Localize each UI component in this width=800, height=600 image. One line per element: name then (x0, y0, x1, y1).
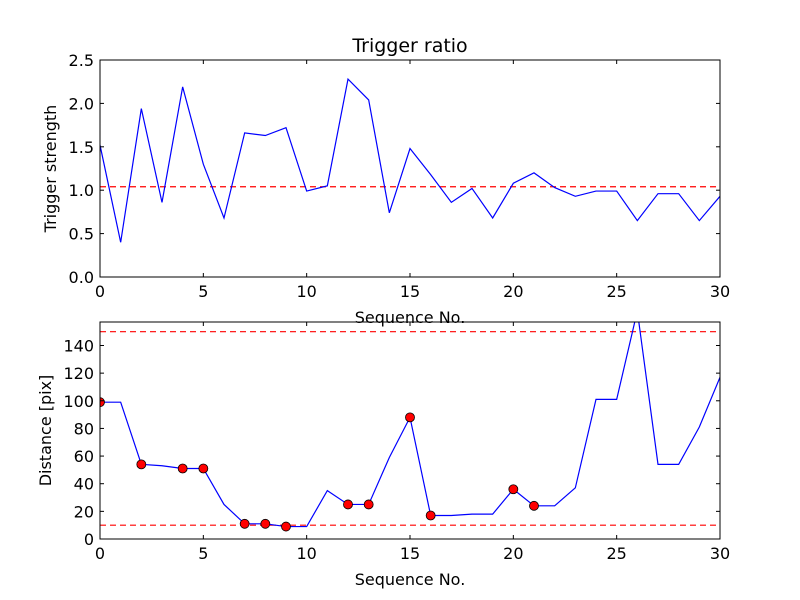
x-tick-label: 25 (606, 282, 626, 301)
x-tick-label: 20 (503, 544, 523, 563)
x-axis-label: Sequence No. (355, 570, 466, 589)
y-tick-label: 20 (74, 502, 94, 521)
x-tick-label: 15 (400, 544, 420, 563)
series-line-0 (100, 77, 720, 243)
data-point (100, 397, 105, 408)
y-tick-label: 1.0 (69, 181, 94, 200)
x-tick-label: 20 (503, 282, 523, 301)
y-tick-label: 0 (84, 530, 94, 549)
data-point (281, 521, 291, 532)
y-tick-label: 2.5 (69, 51, 94, 70)
y-tick-label: 60 (74, 447, 94, 466)
y-tick-label: 40 (74, 475, 94, 494)
y-tick-label: 2.0 (69, 94, 94, 113)
x-tick-label: 10 (296, 282, 316, 301)
data-point (363, 499, 374, 510)
y-tick-label: 140 (63, 336, 94, 355)
x-tick-label: 0 (95, 282, 105, 301)
x-tick-label: 15 (400, 282, 420, 301)
x-tick-label: 0 (95, 544, 105, 563)
data-point (239, 518, 250, 529)
y-tick-label: 0.5 (69, 225, 94, 244)
x-tick-label: 5 (198, 282, 208, 301)
data-point (405, 412, 415, 423)
x-tick-label: 5 (198, 544, 208, 563)
x-tick-label: 10 (296, 544, 316, 563)
y-axis-label: Distance [pix] (36, 375, 55, 487)
data-point (529, 500, 539, 511)
x-tick-label: 30 (710, 282, 730, 301)
data-point (136, 459, 147, 470)
x-tick-label: 25 (606, 544, 626, 563)
data-point (425, 510, 436, 521)
y-tick-label: 1.5 (69, 138, 94, 157)
y-tick-label: 80 (74, 419, 94, 438)
y-axis-label: Trigger strength (41, 105, 60, 234)
chart-title: Trigger ratio (351, 35, 467, 57)
data-point (198, 463, 209, 474)
x-tick-label: 30 (710, 544, 730, 563)
data-point (260, 518, 271, 529)
y-tick-label: 0.0 (69, 268, 94, 287)
data-point (177, 463, 188, 474)
plot-area (100, 322, 720, 532)
trigger-ratio-chart: 0 5 10 15 20 25 30 0.0 0.5 1.0 1.5 2.0 2.5 Trigger ra… (41, 35, 730, 327)
data-point (508, 484, 519, 495)
y-tick-label: 100 (63, 392, 94, 411)
data-point (343, 499, 353, 510)
y-tick-label: 120 (63, 364, 94, 383)
plot-area (100, 77, 720, 243)
distance-chart: 0 5 10 15 20 25 30 0 20 40 60 80 100 120 140 Sequence N… (36, 321, 730, 589)
